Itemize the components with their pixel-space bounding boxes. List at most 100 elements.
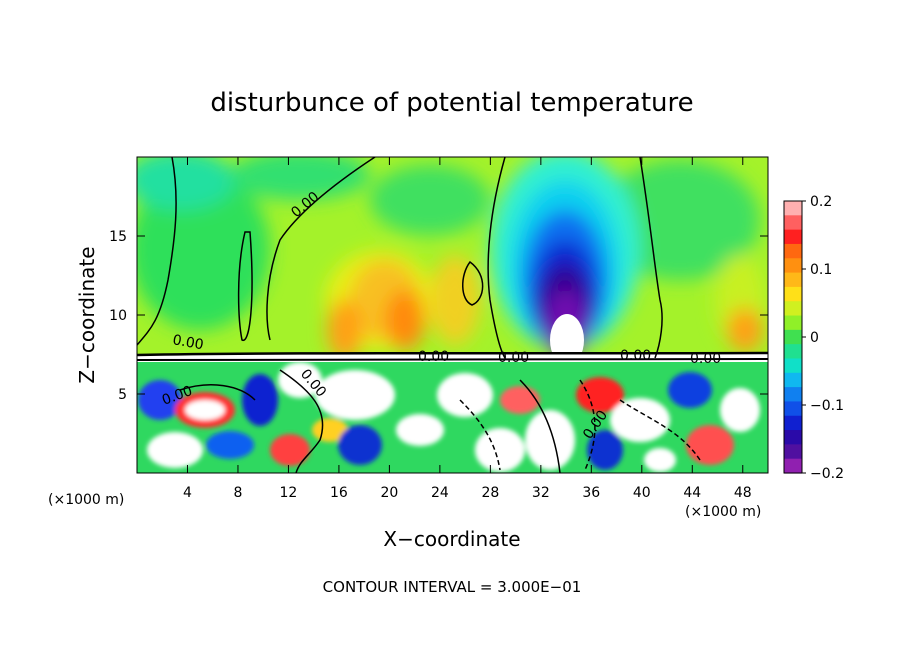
colorbar-segment [784,229,802,245]
colorbar-segment [784,315,802,331]
field-blob [278,362,322,398]
colorbar-tick-label: 0 [810,330,819,346]
field-blob [230,157,370,200]
contour-line [237,231,253,341]
field-blob [475,428,525,472]
contour-label: 0.00 [418,349,449,365]
chart-title: disturbunce of potential temperature [210,88,693,118]
x-tick-label: 12 [280,485,298,501]
field-blob [315,370,395,420]
contour-line [266,157,376,341]
y-axis-label: Z−coordinate [75,246,99,383]
contour-line [639,157,663,359]
contour-line [137,358,768,361]
contour-label: 0.00 [690,351,721,367]
x-tick-label: 4 [183,485,192,501]
field-blob [327,300,363,360]
field-blob [686,425,734,465]
x-tick-label: 44 [683,485,701,501]
y-axis: 5 10 15 [109,229,768,403]
contour-line [137,157,177,346]
field-blob [338,425,382,465]
field-blob [137,157,235,210]
field-blob [525,410,575,470]
contour-interval-note: CONTOUR INTERVAL = 3.000E−01 [323,578,582,596]
colorbar-tick-label: 0.2 [810,194,832,210]
x-tick-label: 28 [481,485,499,501]
x-tick-label: 36 [582,485,600,501]
x-tick-label: 48 [734,485,752,501]
lower-field [137,354,768,473]
field-blob [644,448,676,472]
colorbar-segment [784,329,802,345]
field-blob [437,373,493,417]
x-axis: 4 8 12 16 20 24 28 32 36 40 44 48 [183,157,752,501]
contour-label: 0.00 [171,332,204,353]
contour-label: 0.00 [620,348,651,364]
contour-line [459,399,501,471]
field-blob [430,255,480,345]
contour-line [279,369,324,473]
colorbar-segment [784,301,802,317]
colorbar-segment [784,415,802,431]
contour-line [579,379,596,471]
field-blob [270,434,310,466]
x-tick-label: 40 [633,485,651,501]
field-blob [370,165,490,235]
colorbar-segment [784,387,802,403]
contour-line [462,260,484,306]
colorbar-segments [784,201,802,474]
colorbar-segment [784,201,802,216]
contour-label: 0.00 [498,350,529,366]
contour-line [179,384,256,401]
contours [137,157,768,473]
field-blob [185,400,225,420]
colorbar-segment [784,430,802,445]
colorbar-tick-label: 0.1 [810,262,832,278]
x-tick-label: 20 [380,485,398,501]
x-unit-left: (×1000 m) [48,492,124,508]
x-unit-right: (×1000 m) [685,504,761,520]
colorbar-segment [784,344,802,360]
colorbar-tick-label: −0.1 [810,398,844,414]
field-blob [147,432,203,468]
field-blob [668,372,712,408]
colorbar-segment [784,243,802,259]
field-blob [396,414,444,446]
field-blob [242,374,278,426]
interface-band [137,354,768,362]
field-blob [500,386,540,414]
field-blob [206,431,254,459]
contour-line [619,399,701,461]
x-tick-label: 16 [330,485,348,501]
plot-area: 0.00 0.00 0.00 0.00 0.00 0.00 0.00 0.00 … [137,157,768,473]
colorbar-segment [784,358,802,374]
contour-line [487,157,506,359]
contour-line [519,379,561,473]
y-tick-label: 5 [118,387,127,403]
field-blob [720,388,760,432]
colorbar-segment [784,258,802,274]
x-tick-label: 32 [532,485,550,501]
x-tick-label: 8 [233,485,242,501]
field-blob [138,380,182,420]
colorbar-segment [784,444,802,460]
colorbar-segment [784,215,802,231]
colorbar-tick-label: −0.2 [810,466,844,482]
field-blob [610,398,670,442]
colorbar-segment [784,272,802,288]
upper-field [137,157,765,360]
field-blob [137,170,270,330]
field-blob [576,377,624,413]
colorbar-segment [784,372,802,388]
field-blob [587,430,623,470]
colorbar-segment [784,401,802,417]
x-tick-label: 24 [431,485,449,501]
colorbar-segment [784,458,802,474]
y-tick-label: 15 [109,229,127,245]
y-tick-label: 10 [109,308,127,324]
contour-line [137,351,768,357]
field-blob [385,290,425,350]
colorbar-segment [784,286,802,302]
